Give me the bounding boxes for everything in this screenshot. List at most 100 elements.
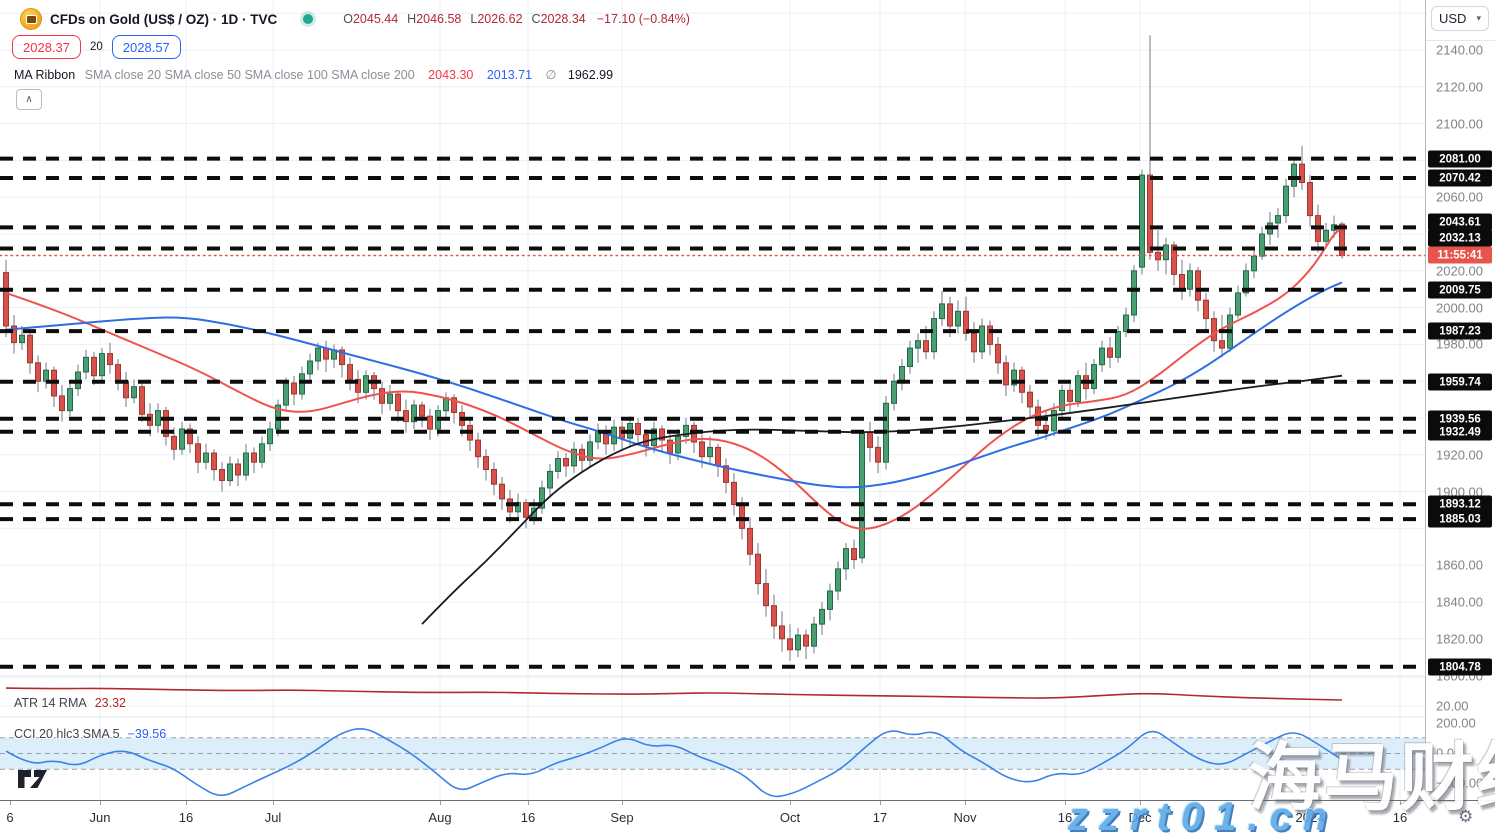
symbol-row: CFDs on Gold (US$ / OZ) · 1D · TVC O2045…: [20, 8, 690, 30]
candle-up: [539, 487, 545, 509]
candle-up: [675, 435, 681, 454]
candle-up: [651, 428, 657, 447]
price-tick-label: 1840.00: [1436, 594, 1483, 610]
price-level-label: 1987.23: [1428, 322, 1492, 340]
price-tick-label: 1980.00: [1436, 336, 1483, 352]
candle-up: [1099, 347, 1105, 366]
candle-up: [907, 347, 913, 368]
candle-down: [171, 435, 177, 450]
candle-up: [547, 470, 553, 489]
candle-up: [795, 634, 801, 651]
candle-down: [491, 469, 497, 485]
candle-down: [499, 483, 505, 500]
ohlc-item: L2026.62: [470, 12, 523, 26]
candle-down: [963, 310, 969, 334]
price-scale[interactable]: USD ▾ 2140.00 2120.00 2100.00 2060.00 2020.0…: [1425, 0, 1495, 800]
candle-down: [715, 446, 721, 467]
time-tick-label: 16: [1057, 810, 1073, 825]
candle-up: [915, 340, 921, 349]
ma-ribbon-row[interactable]: MA Ribbon SMA close 20 SMA close 50 SMA …: [14, 67, 613, 82]
market-status-icon[interactable]: [303, 14, 314, 24]
time-tick-mark: [273, 801, 274, 805]
time-axis[interactable]: ⚙ 6 Jun 16 Jul Aug 16 Sep Oct 17 Nov 16 Dec 2024 16: [0, 800, 1495, 833]
candle-down: [771, 605, 777, 627]
currency-selector[interactable]: USD ▾: [1431, 6, 1489, 31]
candle-up: [299, 373, 305, 395]
candle-down: [947, 303, 953, 327]
atr-line: [5, 687, 1343, 701]
ma-ribbon-title: MA Ribbon: [14, 68, 76, 82]
candle-up: [1251, 255, 1257, 272]
cci-indicator-label[interactable]: CCI 20 hlc3 SMA 5 −39.56: [14, 727, 166, 741]
candle-up: [131, 386, 137, 399]
candle-down: [27, 334, 33, 364]
candle-down: [451, 397, 457, 413]
candle-up: [835, 568, 841, 592]
candle-down: [763, 583, 769, 607]
candle-up: [1291, 163, 1297, 187]
candle-up: [843, 548, 849, 570]
candle-up: [363, 375, 369, 393]
countdown-label: 11:55:41: [1428, 246, 1492, 264]
sell-button[interactable]: 2028.37: [12, 35, 81, 59]
candle-up: [955, 310, 961, 327]
candle-down: [211, 452, 217, 471]
candle-down: [291, 382, 297, 395]
candle-down: [403, 410, 409, 423]
candle-up: [979, 325, 985, 353]
candle-down: [1307, 182, 1313, 217]
time-tick-label: Jul: [264, 810, 282, 825]
candle-up: [899, 366, 905, 382]
price-level-label: 1885.03: [1428, 510, 1492, 528]
symbol-title[interactable]: CFDs on Gold (US$ / OZ) · 1D · TVC: [50, 11, 278, 27]
candle-down: [339, 349, 345, 366]
gold-coin-icon: [20, 8, 42, 30]
candle-down: [1203, 299, 1209, 320]
candle-up: [267, 428, 273, 445]
candle-down: [59, 395, 65, 412]
collapse-toolbar-button[interactable]: ∧: [16, 89, 42, 110]
candle-up: [1275, 215, 1281, 224]
candle-down: [875, 446, 881, 463]
price-tick-label: 2020.00: [1436, 263, 1483, 279]
time-tick-label: 16: [520, 810, 536, 825]
indicator-tick-label: 200.00: [1436, 715, 1476, 731]
candle-down: [779, 625, 785, 640]
candle-down: [107, 353, 113, 366]
candle-up: [243, 452, 249, 476]
settings-gear-icon[interactable]: ⚙: [1458, 807, 1474, 826]
indicator-tick-label: −200.00: [1436, 775, 1484, 791]
ma20-value: 2043.30: [428, 68, 474, 82]
candle-down: [347, 364, 353, 380]
price-tick-label: 2000.00: [1436, 300, 1483, 316]
candle-down: [755, 553, 761, 585]
time-tick-label: 16: [178, 810, 194, 825]
candle-up: [707, 446, 713, 458]
candle-down: [235, 463, 241, 476]
ohlc-item: C2028.34: [531, 12, 586, 26]
time-tick-label: 6: [6, 810, 14, 825]
candle-down: [1147, 174, 1153, 253]
ma-ribbon-params: SMA close 20 SMA close 50 SMA close 100 …: [84, 68, 415, 82]
candle-down: [115, 364, 121, 382]
candle-up: [683, 424, 689, 437]
candle-down: [251, 452, 257, 463]
price-level-label: 1959.74: [1428, 373, 1492, 391]
candle-down: [787, 638, 793, 651]
candle-up: [571, 448, 577, 467]
price-level-label: 2009.75: [1428, 281, 1492, 299]
buy-button[interactable]: 2028.57: [111, 35, 181, 59]
candle-up: [411, 404, 417, 423]
time-tick-label: Dec: [1128, 810, 1152, 825]
scale-separator: [1426, 40, 1495, 41]
candle-up: [83, 356, 89, 373]
time-tick-mark: [790, 801, 791, 805]
atr-indicator-label[interactable]: ATR 14 RMA 23.32: [14, 696, 126, 710]
price-level-label: 1939.56: [1428, 410, 1492, 428]
cci-value: −39.56: [127, 727, 167, 741]
candle-down: [187, 428, 193, 445]
price-level-label: 1893.12: [1428, 495, 1492, 513]
candle-up: [1163, 244, 1169, 261]
